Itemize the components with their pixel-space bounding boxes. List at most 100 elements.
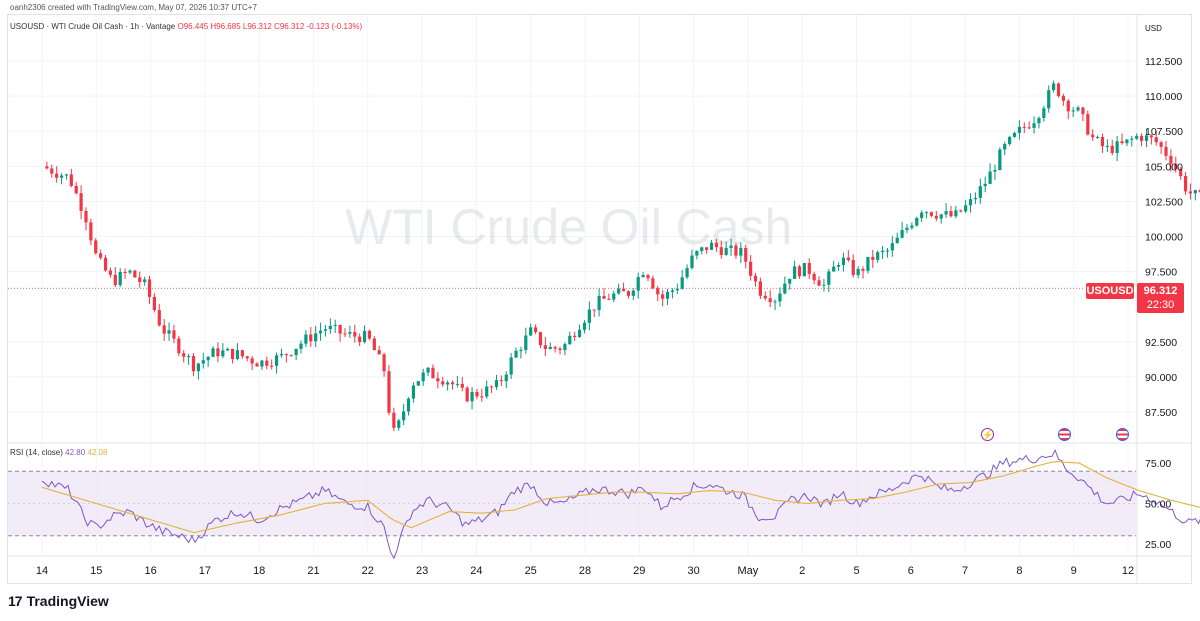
candle-body bbox=[1135, 135, 1139, 139]
candle-body bbox=[1198, 190, 1200, 193]
candle-body bbox=[431, 367, 435, 379]
candle-body bbox=[421, 372, 425, 382]
candle-body bbox=[988, 171, 992, 184]
candle-body bbox=[1179, 169, 1183, 177]
candle-body bbox=[314, 333, 318, 342]
candle-body bbox=[1022, 126, 1026, 128]
candle-body bbox=[353, 332, 357, 337]
time-tick-label: 24 bbox=[470, 565, 482, 577]
candle-body bbox=[470, 391, 474, 402]
candle-body bbox=[1169, 155, 1173, 164]
time-tick-label: May bbox=[738, 565, 759, 577]
candle-body bbox=[802, 263, 806, 277]
candle-body bbox=[592, 309, 596, 311]
candle-body bbox=[856, 268, 860, 276]
candle-body bbox=[900, 230, 904, 238]
candle-body bbox=[905, 227, 909, 231]
candle-body bbox=[1047, 90, 1051, 109]
rsi-ma-value: 42.08 bbox=[87, 448, 108, 457]
candle-body bbox=[832, 266, 836, 272]
time-tick-label: 30 bbox=[687, 565, 699, 577]
candle-body bbox=[172, 330, 176, 339]
legend-low: L96.312 bbox=[242, 22, 272, 31]
candle-body bbox=[577, 329, 582, 337]
candle-body bbox=[299, 343, 303, 349]
candle-body bbox=[709, 242, 714, 250]
candle-body bbox=[695, 251, 699, 256]
candle-body bbox=[377, 350, 381, 355]
candle-body bbox=[675, 288, 679, 291]
candle-body bbox=[861, 268, 865, 271]
candle-body bbox=[230, 348, 235, 360]
candle-body bbox=[1144, 135, 1149, 141]
candle-body bbox=[441, 381, 445, 385]
candle-body bbox=[807, 263, 811, 274]
candle-body bbox=[211, 348, 215, 357]
tradingview-logo[interactable]: 17 TradingView bbox=[8, 593, 109, 609]
rsi-legend: RSI (14, close) 42.80 42.08 bbox=[10, 448, 107, 457]
candle-body bbox=[612, 293, 616, 300]
candle-body bbox=[187, 356, 191, 358]
candle-body bbox=[773, 301, 777, 303]
candle-body bbox=[753, 275, 758, 282]
candle-body bbox=[162, 325, 166, 334]
candle-body bbox=[968, 199, 973, 206]
candle-body bbox=[729, 245, 733, 248]
candle-body bbox=[929, 212, 934, 216]
rsi-tick-label: 25.00 bbox=[1145, 539, 1171, 551]
candle-body bbox=[270, 365, 274, 367]
time-tick-label: 8 bbox=[1016, 565, 1022, 577]
candle-body bbox=[216, 348, 220, 357]
candle-body bbox=[846, 257, 850, 261]
price-tick-label: 105.000 bbox=[1145, 161, 1183, 173]
candle-body bbox=[680, 277, 684, 289]
candle-body bbox=[944, 211, 948, 215]
candle-body bbox=[783, 283, 787, 294]
candle-body bbox=[450, 382, 455, 385]
candle-body bbox=[685, 267, 689, 278]
candle-body bbox=[240, 350, 244, 357]
candle-body bbox=[993, 170, 997, 172]
candle-body bbox=[915, 217, 919, 226]
candle-body bbox=[749, 261, 753, 276]
time-tick-label: 17 bbox=[199, 565, 211, 577]
candle-body bbox=[983, 183, 987, 187]
candle-body bbox=[1076, 107, 1080, 111]
candle-body bbox=[661, 294, 665, 299]
candle-body bbox=[45, 166, 49, 169]
candle-body bbox=[1027, 127, 1031, 129]
brand-name: TradingView bbox=[26, 593, 109, 609]
candle-body bbox=[573, 335, 577, 337]
candle-body bbox=[880, 250, 885, 253]
candle-body bbox=[309, 334, 313, 342]
tradingview-logo-icon: 17 bbox=[8, 593, 23, 609]
candle-body bbox=[563, 344, 567, 351]
candle-body bbox=[558, 348, 562, 351]
candle-body bbox=[1095, 136, 1100, 138]
candle-body bbox=[998, 149, 1002, 171]
candle-body bbox=[509, 357, 513, 375]
candle-body bbox=[524, 335, 528, 350]
candle-body bbox=[964, 205, 968, 212]
candle-body bbox=[665, 291, 670, 299]
candle-body bbox=[221, 350, 225, 357]
candle-body bbox=[108, 270, 113, 275]
bar-countdown: 22:30 bbox=[1146, 299, 1175, 311]
candle-body bbox=[304, 334, 308, 344]
candle-body bbox=[1061, 96, 1065, 101]
price-tick-label: 97.500 bbox=[1145, 267, 1177, 279]
candle-body bbox=[836, 265, 841, 267]
candle-body bbox=[1125, 139, 1129, 144]
candle-body bbox=[133, 270, 137, 278]
us-flag-event-icon[interactable] bbox=[1058, 428, 1071, 441]
candle-body bbox=[294, 348, 298, 356]
price-tick-label: 110.000 bbox=[1145, 91, 1182, 103]
us-flag-event-icon[interactable] bbox=[1116, 428, 1129, 441]
candle-body bbox=[460, 383, 464, 388]
lightning-event-icon[interactable]: ⚡ bbox=[981, 428, 994, 441]
candle-body bbox=[446, 382, 450, 385]
candle-body bbox=[1188, 191, 1193, 194]
candle-body bbox=[504, 374, 508, 382]
candle-body bbox=[436, 378, 440, 382]
